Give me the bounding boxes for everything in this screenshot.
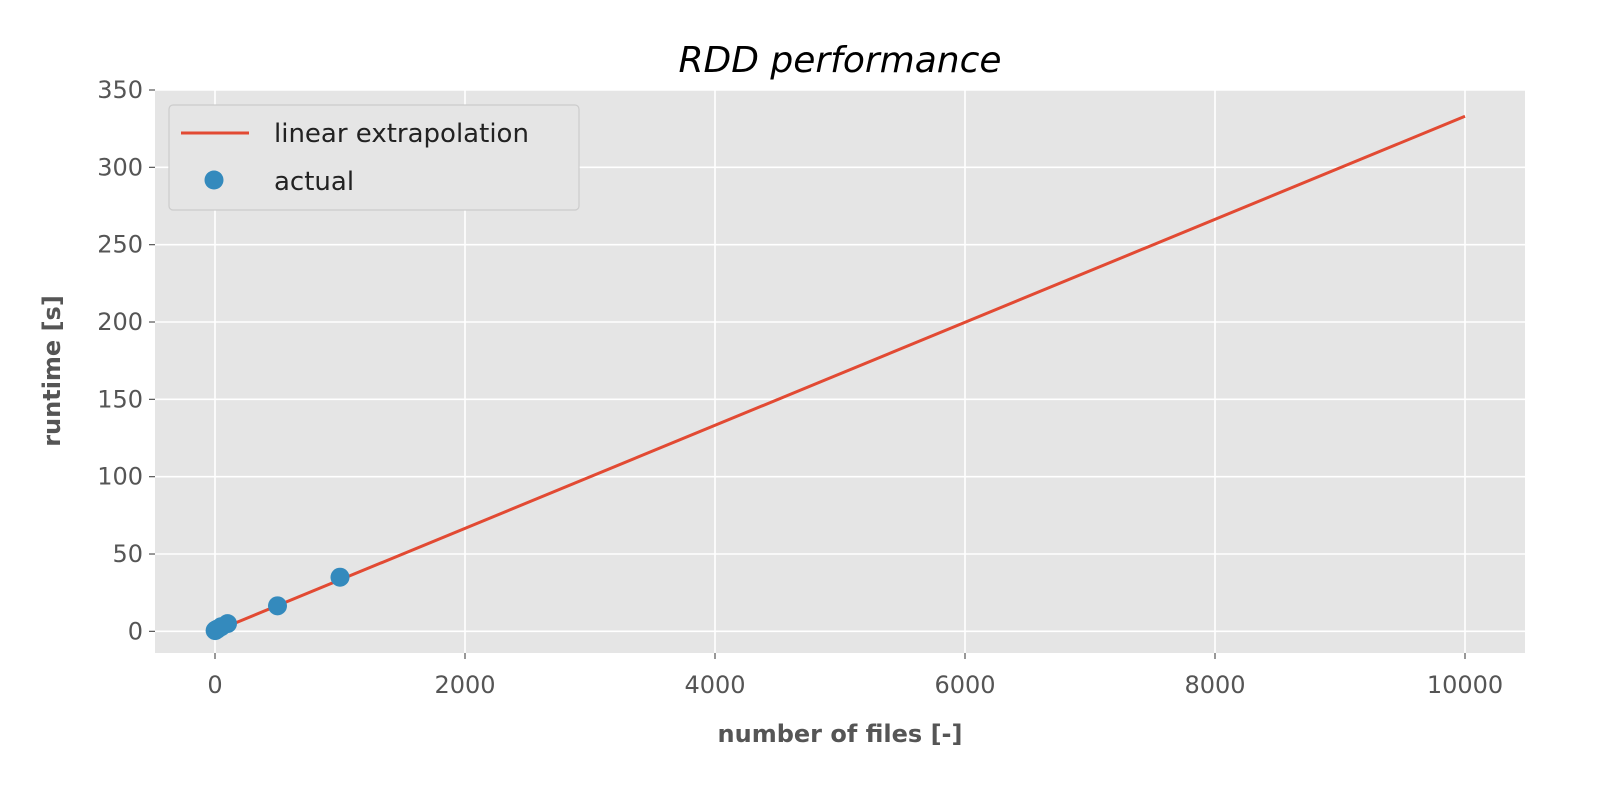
data-point-actual	[268, 596, 287, 616]
x-tick-label: 10000	[1427, 671, 1503, 699]
legend-entry-linear-extrapolation: linear extrapolation	[274, 119, 529, 149]
y-tick-label: 100	[97, 463, 143, 491]
legend-marker-swatch	[204, 170, 224, 190]
x-tick-label: 4000	[684, 671, 745, 699]
series-layer	[205, 114, 1466, 641]
legend-entry-actual: actual	[274, 167, 354, 197]
legend: linear extrapolation actual	[168, 104, 580, 211]
y-axis-label: runtime [s]	[38, 295, 66, 447]
chart-title: RDD performance	[678, 40, 1001, 81]
data-point-actual	[218, 614, 237, 634]
y-tick-label: 350	[97, 76, 143, 104]
legend-box	[168, 104, 580, 211]
series-line-linear-extrapolation	[214, 114, 1466, 633]
x-axis-ticks: 0 2000 4000 6000 8000 10000	[207, 653, 1503, 699]
y-tick-label: 150	[97, 385, 143, 413]
y-tick-label: 0	[128, 617, 143, 645]
x-tick-label: 8000	[1184, 671, 1245, 699]
x-axis-label: number of files [-]	[718, 720, 963, 748]
y-tick-label: 300	[97, 153, 143, 181]
y-tick-label: 50	[112, 540, 143, 568]
x-tick-label: 6000	[934, 671, 995, 699]
y-tick-label: 200	[97, 308, 143, 336]
y-tick-label: 250	[97, 231, 143, 259]
y-axis-ticks: 0 50 100 150 200 250 300 350	[97, 76, 155, 645]
data-point-actual	[330, 567, 350, 587]
x-tick-label: 0	[207, 671, 222, 699]
x-tick-label: 2000	[434, 671, 495, 699]
